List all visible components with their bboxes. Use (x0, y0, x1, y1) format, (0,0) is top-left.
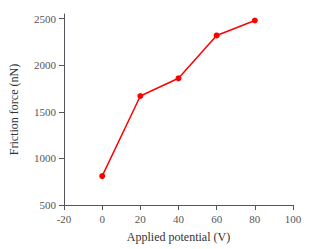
svg-text:20: 20 (135, 213, 147, 225)
svg-text:Friction force (nN): Friction force (nN) (7, 64, 21, 155)
svg-text:60: 60 (211, 213, 223, 225)
svg-text:Applied potential (V): Applied potential (V) (127, 230, 230, 244)
svg-text:2500: 2500 (34, 13, 57, 25)
svg-text:80: 80 (249, 213, 261, 225)
svg-text:1000: 1000 (34, 152, 57, 164)
svg-text:40: 40 (173, 213, 185, 225)
svg-text:100: 100 (285, 213, 302, 225)
svg-text:0: 0 (99, 213, 105, 225)
svg-text:-20: -20 (57, 213, 72, 225)
svg-text:1500: 1500 (34, 106, 57, 118)
svg-text:2000: 2000 (34, 59, 57, 71)
svg-text:500: 500 (40, 199, 57, 211)
